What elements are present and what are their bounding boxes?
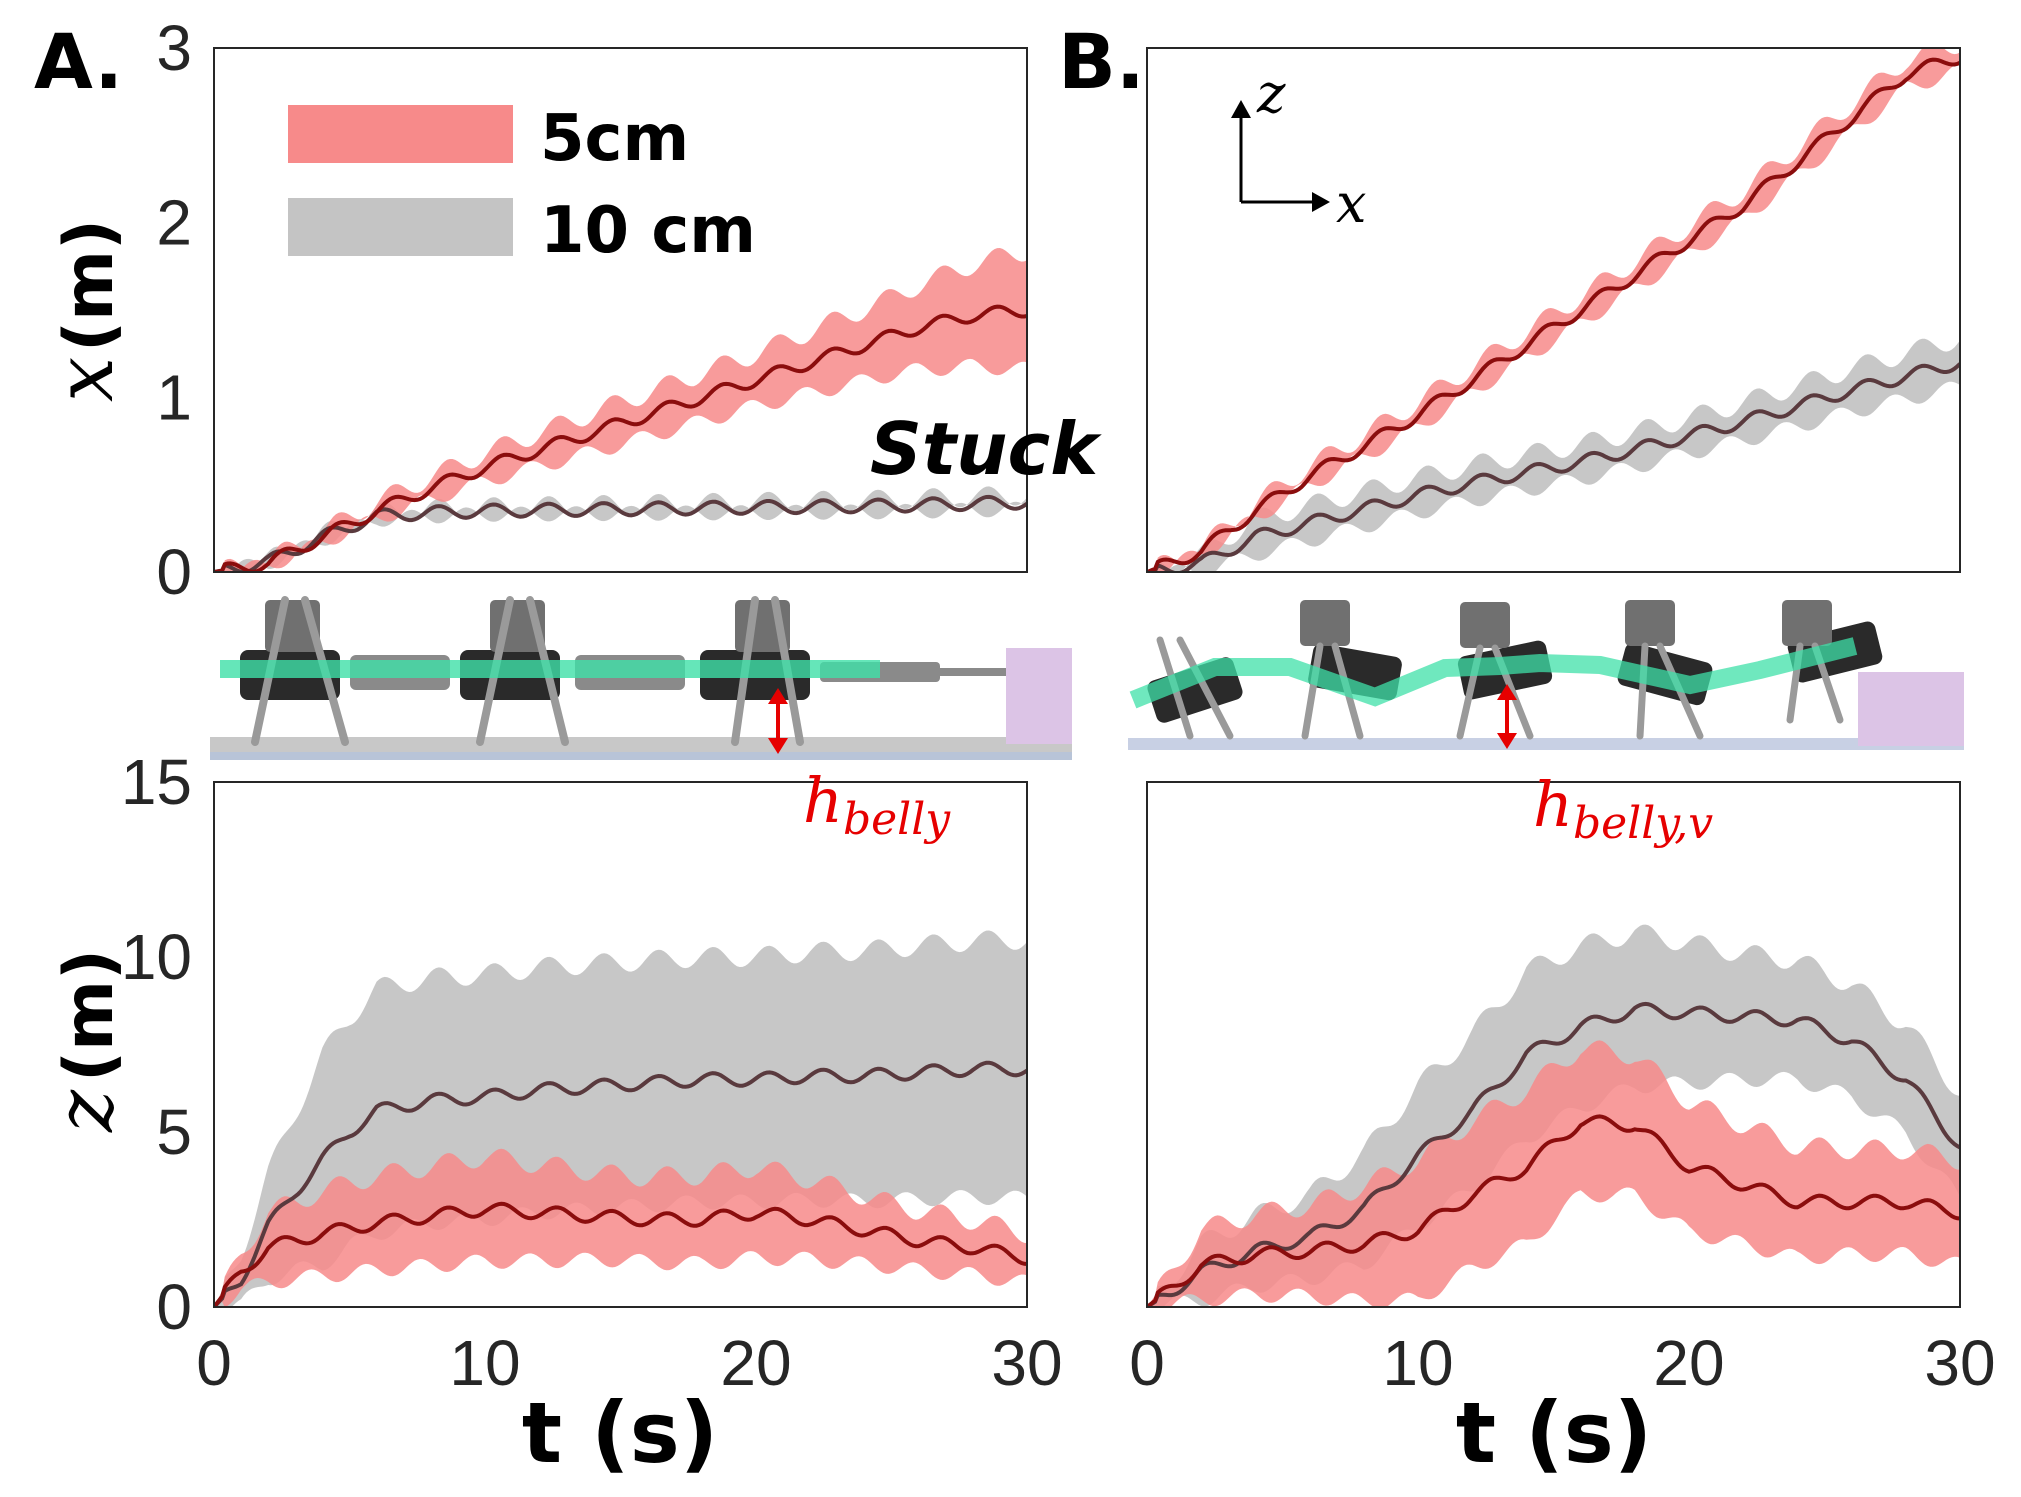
xtick-label: 0 bbox=[1129, 1327, 1165, 1399]
robot-illustration-a: hbelly bbox=[210, 596, 1072, 845]
xtick-label: 0 bbox=[196, 1327, 232, 1399]
legend: 5cm 10 cm bbox=[288, 102, 756, 268]
axes-frame-A-bottom bbox=[213, 781, 1028, 1308]
legend-swatch-10cm bbox=[288, 198, 513, 256]
ytick-label: 2 bbox=[156, 187, 192, 259]
ylabel-unit-bottom: (m) bbox=[50, 949, 129, 1082]
mean-line-10cm bbox=[1147, 1001, 1960, 1307]
mean-line-5cm bbox=[214, 1201, 1027, 1307]
ytick-label: 0 bbox=[156, 536, 192, 608]
h-belly-label: hbelly bbox=[803, 764, 951, 845]
plot-B-top bbox=[1147, 48, 1960, 572]
ytick-label: 10 bbox=[121, 921, 192, 993]
band-10cm bbox=[1147, 338, 1960, 572]
axes-frame-B-top bbox=[1146, 47, 1961, 573]
coord-x-label: x bbox=[1336, 172, 1366, 235]
xtick-label: 10 bbox=[449, 1327, 520, 1399]
stuck-annotation: Stuck bbox=[870, 407, 1102, 491]
ylabel-unit-top: (m) bbox=[50, 219, 129, 352]
band-5cm bbox=[214, 1148, 1027, 1307]
xtick-label: 30 bbox=[1924, 1327, 1995, 1399]
obstacle-wall-b bbox=[1858, 672, 1964, 746]
coordinate-axes-icon: z x bbox=[1231, 62, 1366, 235]
panel-label-b: B. bbox=[1058, 17, 1145, 106]
ytick-label: 1 bbox=[156, 361, 192, 433]
mean-line-10cm bbox=[1147, 362, 1960, 572]
axes-frame-B-bottom bbox=[1146, 781, 1961, 1308]
ylabel-var-z: z bbox=[38, 1089, 131, 1133]
mean-line-5cm bbox=[214, 304, 1027, 572]
h-belly-main: h bbox=[803, 764, 843, 837]
band-5cm bbox=[1147, 48, 1960, 572]
band-5cm bbox=[214, 248, 1027, 572]
ytick-label: 0 bbox=[156, 1271, 192, 1343]
ylabel-A-top: x (m) bbox=[38, 219, 131, 402]
ground-b bbox=[1128, 738, 1964, 750]
h-belly-v-sub: belly,v bbox=[1573, 798, 1713, 849]
plot-B-bottom bbox=[1147, 924, 1960, 1307]
plot-A-bottom bbox=[214, 930, 1027, 1307]
panel-label-a: A. bbox=[34, 17, 123, 106]
band-10cm bbox=[214, 486, 1027, 572]
mean-line-5cm bbox=[1147, 1114, 1960, 1307]
xlabel-B: t (s) bbox=[1456, 1384, 1652, 1482]
xtick-label: 10 bbox=[1382, 1327, 1453, 1399]
robot-illustration-b: hbelly,v bbox=[1128, 600, 1964, 849]
ylabel-A-bottom: z (m) bbox=[38, 949, 131, 1133]
belly-height-arrow-b bbox=[1497, 684, 1517, 749]
body-spine-b bbox=[1129, 637, 1858, 709]
mean-line-10cm bbox=[214, 494, 1027, 572]
h-belly-v-label: hbelly,v bbox=[1533, 768, 1713, 849]
ytick-label: 5 bbox=[156, 1096, 192, 1168]
obstacle-wall-a bbox=[1006, 648, 1072, 744]
xtick-label: 20 bbox=[720, 1327, 791, 1399]
mean-line-5cm bbox=[1147, 57, 1960, 572]
band-5cm bbox=[1147, 1040, 1960, 1307]
ytick-label: 15 bbox=[121, 746, 192, 818]
belly-height-arrow-a bbox=[768, 688, 788, 754]
ytick-label: 3 bbox=[156, 12, 192, 84]
legend-label-5cm: 5cm bbox=[540, 102, 689, 176]
xtick-label: 30 bbox=[991, 1327, 1062, 1399]
coord-z-label: z bbox=[1256, 62, 1286, 125]
h-belly-v-main: h bbox=[1533, 768, 1573, 841]
plot-A-top bbox=[214, 248, 1027, 572]
legend-label-10cm: 10 cm bbox=[540, 194, 756, 268]
ylabel-var-x: x bbox=[38, 357, 131, 402]
body-spine-a bbox=[220, 660, 880, 678]
xlabel-A: t (s) bbox=[522, 1384, 718, 1482]
xtick-label: 20 bbox=[1653, 1327, 1724, 1399]
mean-line-10cm bbox=[214, 1060, 1027, 1307]
legend-swatch-5cm bbox=[288, 105, 513, 163]
axes-frame-A-top bbox=[213, 47, 1028, 573]
h-belly-sub: belly bbox=[843, 794, 951, 845]
